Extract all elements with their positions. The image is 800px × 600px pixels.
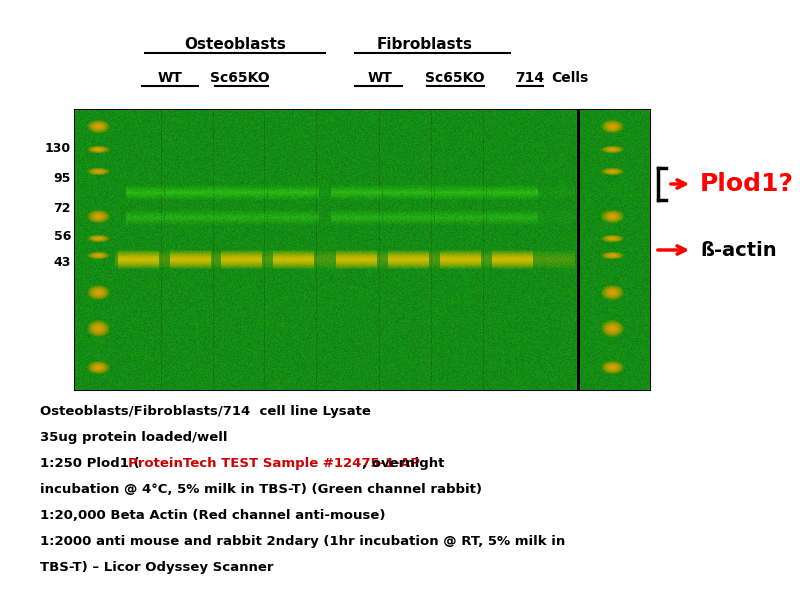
Text: Cells: Cells	[551, 71, 589, 85]
Text: , overnight: , overnight	[362, 457, 444, 470]
Text: 43: 43	[54, 256, 71, 269]
Text: 1:20,000 Beta Actin (Red channel anti-mouse): 1:20,000 Beta Actin (Red channel anti-mo…	[40, 509, 386, 522]
Text: 130: 130	[45, 142, 71, 154]
Text: Osteoblasts: Osteoblasts	[184, 37, 286, 52]
Text: WT: WT	[367, 71, 393, 85]
Text: 1:2000 anti mouse and rabbit 2ndary (1hr incubation @ RT, 5% milk in: 1:2000 anti mouse and rabbit 2ndary (1hr…	[40, 535, 566, 548]
Text: 72: 72	[54, 202, 71, 214]
Text: 56: 56	[54, 230, 71, 244]
Text: Plod1?: Plod1?	[700, 172, 794, 196]
Text: 714: 714	[515, 71, 545, 85]
Text: Fibroblasts: Fibroblasts	[377, 37, 473, 52]
Text: ProteinTech TEST Sample #12475-1-AP: ProteinTech TEST Sample #12475-1-AP	[128, 457, 420, 470]
Text: 1:250 Plod1 (: 1:250 Plod1 (	[40, 457, 140, 470]
Text: Sc65KO: Sc65KO	[210, 71, 270, 85]
Text: WT: WT	[158, 71, 182, 85]
Text: TBS-T) – Licor Odyssey Scanner: TBS-T) – Licor Odyssey Scanner	[40, 561, 274, 574]
Text: Sc65KO: Sc65KO	[425, 71, 485, 85]
Text: 35ug protein loaded/well: 35ug protein loaded/well	[40, 431, 227, 444]
Text: ß-actin: ß-actin	[700, 241, 777, 259]
Text: 95: 95	[54, 172, 71, 185]
Bar	[75, 110, 650, 390]
Text: Osteoblasts/Fibroblasts/714  cell line Lysate: Osteoblasts/Fibroblasts/714 cell line Ly…	[40, 405, 371, 418]
Text: incubation @ 4°C, 5% milk in TBS-T) (Green channel rabbit): incubation @ 4°C, 5% milk in TBS-T) (Gre…	[40, 483, 482, 496]
